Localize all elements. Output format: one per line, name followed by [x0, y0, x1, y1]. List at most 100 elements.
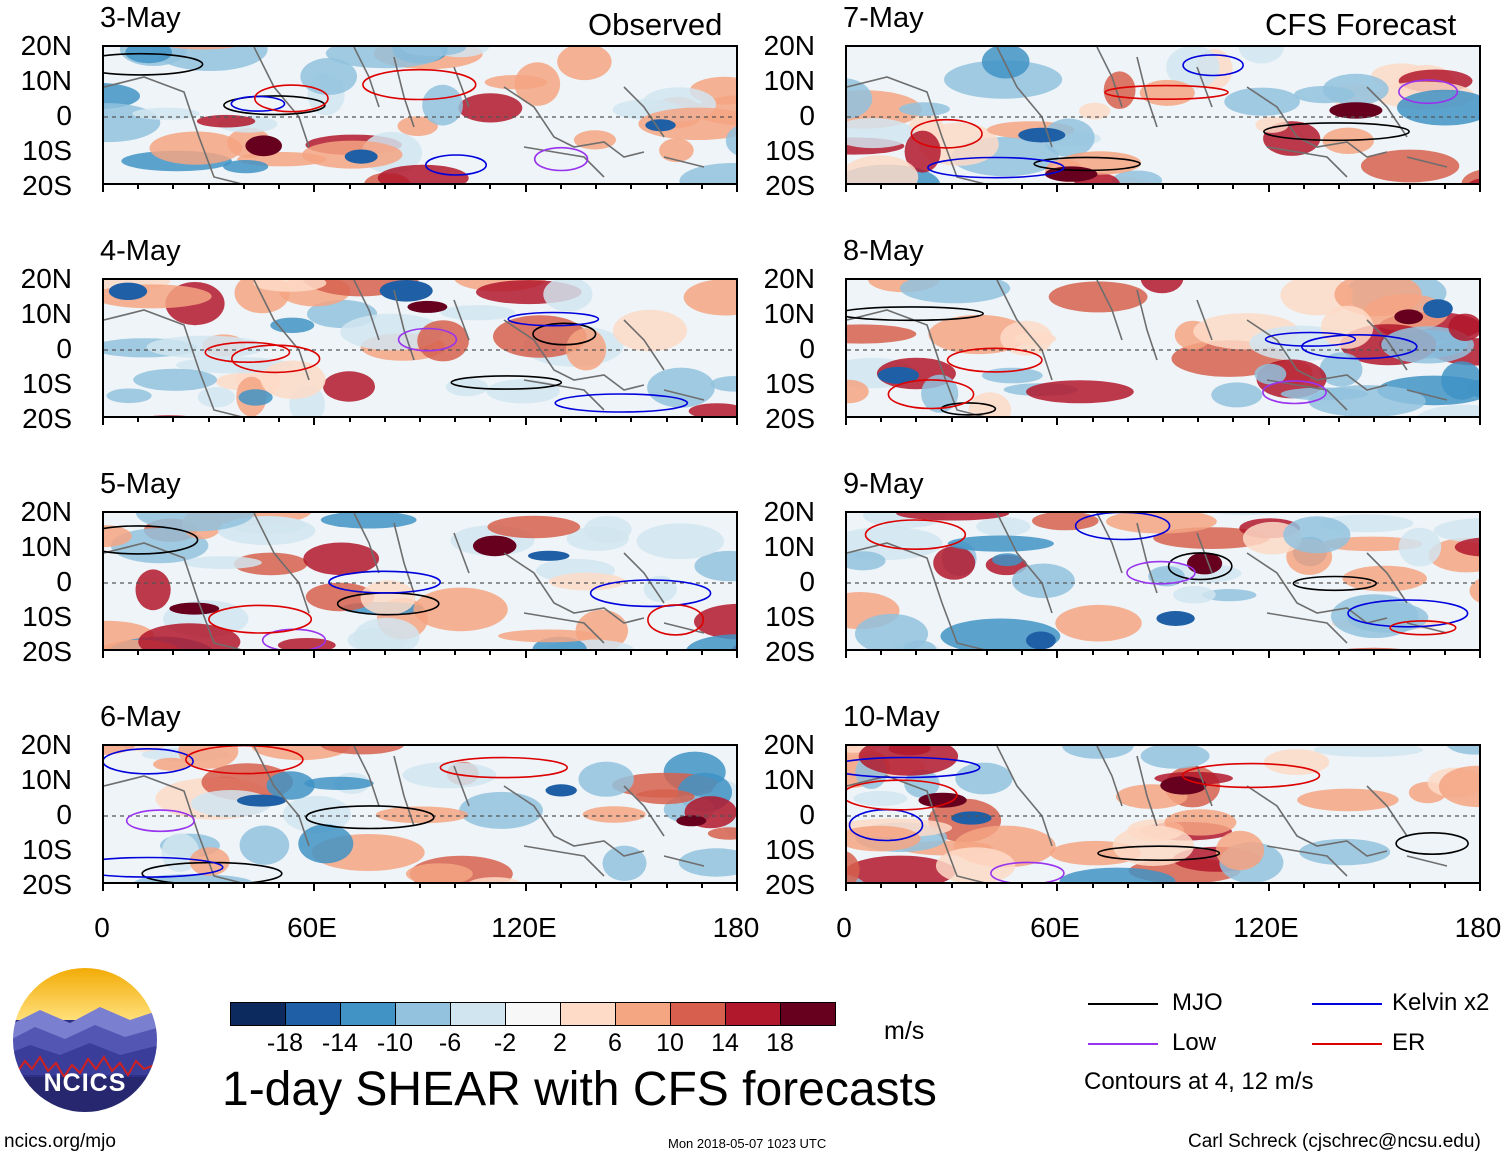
forecast-panel-2-lat-label: 20N: [763, 263, 815, 294]
x-tick-120e-right: 120E: [1233, 912, 1299, 943]
shear-anomaly-blob: [1026, 380, 1134, 404]
forecast-panel-2-lat-label: 20S: [765, 403, 815, 434]
x-axis-tick: [1056, 418, 1059, 425]
x-tick-180-right: 180: [1454, 912, 1502, 943]
shear-anomaly-blob: [847, 855, 956, 882]
observed-panel-1-lat-label: 0: [56, 100, 72, 131]
x-axis-tick: [665, 185, 668, 189]
x-axis-tick: [419, 418, 421, 422]
x-axis-tick: [630, 884, 633, 888]
observed-panel-1: [102, 45, 738, 185]
shear-core: [1026, 631, 1056, 649]
kelvin-contour: [230, 95, 286, 112]
forecast-panel-1-lat-label: 20N: [763, 30, 815, 61]
x-axis-tick: [1479, 884, 1481, 891]
observed-title: Observed: [588, 7, 723, 42]
shear-anomaly-blob: [853, 790, 908, 807]
colorbar-cell: [505, 1002, 561, 1026]
shear-anomaly-blob: [320, 746, 404, 755]
x-axis-tick: [172, 651, 175, 655]
x-axis-tick: [313, 185, 316, 192]
shear-anomaly-blob: [1255, 116, 1289, 133]
shear-anomaly-blob: [921, 374, 959, 413]
x-axis-tick: [595, 185, 598, 189]
shear-anomaly-blob: [104, 525, 132, 548]
shear-anomaly-blob: [402, 762, 497, 789]
shear-anomaly-blob: [135, 569, 171, 611]
x-axis-tick: [1373, 185, 1376, 189]
forecast-panel-4-lat-label: 0: [799, 799, 815, 830]
x-axis-tick: [207, 884, 210, 888]
forecast-panel-3-lat-label: 10S: [765, 601, 815, 632]
shear-anomaly-blob: [678, 848, 736, 877]
coastline: [104, 746, 705, 882]
shear-anomaly-blob: [132, 107, 200, 120]
shear-anomaly-blob: [413, 587, 508, 632]
shear-anomaly-blob: [459, 791, 543, 829]
shear-core: [676, 815, 707, 827]
shear-anomaly-blob: [1059, 867, 1176, 882]
shear-anomaly-blob: [1103, 71, 1136, 109]
shear-anomaly-blob: [1140, 746, 1210, 769]
shear-anomaly-blob: [458, 93, 523, 123]
legend-label-er: ER: [1392, 1029, 1426, 1056]
x-axis-tick: [1162, 884, 1164, 888]
observed-panel-3: [102, 511, 738, 651]
x-axis-tick: [242, 651, 245, 655]
forecast-panel-2-lat-label: 10S: [765, 368, 815, 399]
shear-anomaly-blob: [847, 78, 873, 120]
shear-anomaly-blob: [469, 877, 521, 882]
coastline: [847, 746, 1448, 882]
mjo-contour: [1395, 832, 1469, 856]
shear-anomaly-blob: [152, 415, 186, 416]
forecast-panel-2-date: 8-May: [843, 235, 924, 267]
forecast-panel-3-date: 9-May: [843, 468, 924, 500]
x-axis-tick: [880, 884, 883, 888]
shear-anomaly-blob: [104, 83, 140, 109]
x-axis-tick: [1091, 884, 1094, 888]
x-axis-tick: [207, 185, 210, 189]
x-axis-tick: [1232, 651, 1235, 655]
er-contour: [185, 746, 304, 775]
colorbar-tick-label: -6: [438, 1029, 462, 1057]
kelvin-contour: [927, 156, 1065, 179]
x-axis-tick: [665, 884, 668, 888]
shear-anomaly-blob: [360, 580, 416, 616]
shear-anomaly-blob: [104, 746, 136, 755]
shear-core: [527, 550, 570, 561]
x-axis-tick: [1126, 884, 1129, 888]
x-axis-tick: [700, 185, 703, 189]
x-axis-tick: [1479, 185, 1481, 192]
shear-anomaly-blob: [1062, 746, 1134, 759]
forecast-panel-4-lat-label: 20N: [763, 729, 815, 760]
shear-core: [379, 280, 433, 302]
x-axis-tick: [1443, 651, 1446, 655]
kelvin-contour: [507, 311, 600, 327]
low-contour: [397, 327, 458, 352]
shear-anomaly-blob: [283, 795, 351, 833]
forecast-panel-1: [845, 45, 1481, 185]
x-axis-tick: [1056, 651, 1059, 658]
shear-anomaly-blob: [904, 130, 941, 173]
x-axis-tick: [950, 185, 953, 189]
shear-anomaly-blob: [1320, 305, 1374, 349]
forecast-panel-1-lat-label: 10N: [763, 65, 815, 96]
shear-anomaly-blob: [566, 526, 629, 551]
footer-url: ncics.org/mjo: [4, 1131, 116, 1152]
shear-anomaly-blob: [1322, 73, 1389, 105]
x-axis-tick: [1302, 418, 1305, 422]
legend-label-kelvin: Kelvin x2: [1392, 989, 1490, 1016]
legend-line-low: [1088, 1043, 1158, 1045]
observed-panel-3-date: 5-May: [100, 468, 181, 500]
observed-panel-3-lat-label: 0: [56, 566, 72, 597]
shear-anomaly-blob: [694, 603, 736, 640]
x-axis-tick: [1126, 185, 1129, 189]
colorbar-cell: [340, 1002, 396, 1026]
forecast-panel-4: [845, 744, 1481, 884]
x-axis-tick: [845, 185, 847, 192]
shear-anomaly-blob: [896, 513, 1010, 521]
shear-anomaly-blob: [239, 825, 290, 865]
observed-panel-3-lat-label: 20S: [22, 636, 72, 667]
shear-anomaly-blob: [323, 371, 375, 402]
shear-anomaly-blob: [578, 761, 634, 797]
